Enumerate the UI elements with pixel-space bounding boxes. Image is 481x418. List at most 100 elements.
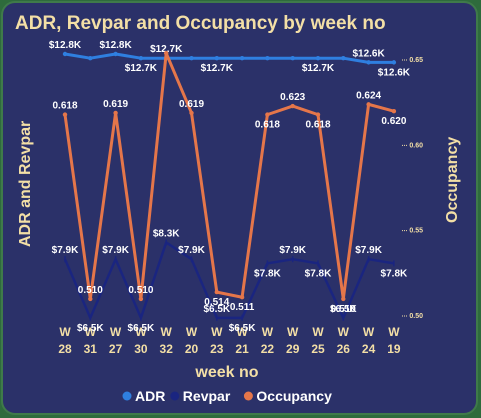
data-label-revpar: $7.8K bbox=[254, 268, 281, 279]
data-label-occupancy: 0.510 bbox=[331, 304, 356, 315]
data-label-revpar: $7.8K bbox=[381, 268, 408, 279]
data-label-revpar: $8.3K bbox=[153, 228, 180, 239]
x-tick-label: 31 bbox=[84, 342, 98, 356]
data-label-occupancy: 0.510 bbox=[128, 285, 153, 296]
data-label-occupancy: 0.624 bbox=[356, 90, 381, 101]
data-point-occupancy bbox=[138, 296, 144, 302]
legend-label-revpar: Revpar bbox=[183, 388, 231, 404]
data-label-revpar: $7.9K bbox=[355, 245, 382, 256]
x-tick-label: W bbox=[312, 325, 324, 339]
x-tick-label: 22 bbox=[261, 342, 275, 356]
data-label-occupancy: 0.619 bbox=[103, 99, 128, 110]
x-tick-label: W bbox=[85, 325, 97, 339]
data-label-occupancy: 0.514 bbox=[204, 297, 229, 308]
x-tick-label: W bbox=[161, 325, 173, 339]
data-label-occupancy: 0.618 bbox=[255, 120, 280, 131]
data-label-revpar: $6.5K bbox=[128, 323, 155, 334]
chart-area: ADR, Revpar and Occupancy by week no ADR… bbox=[15, 13, 461, 404]
y-right-tick-label: 0.50 bbox=[409, 313, 423, 320]
x-tick-label: 20 bbox=[185, 342, 199, 356]
x-tick-label: 27 bbox=[109, 342, 123, 356]
data-label-revpar: $6.5K bbox=[229, 323, 256, 334]
data-point-occupancy bbox=[315, 112, 321, 117]
legend-label-occupancy: Occupancy bbox=[256, 388, 332, 404]
data-label-adr: $12.7K bbox=[150, 44, 183, 55]
x-tick-label: W bbox=[135, 325, 147, 339]
data-label-adr: $12.6K bbox=[352, 48, 385, 59]
data-point-occupancy bbox=[239, 295, 245, 300]
series-line-adr bbox=[64, 52, 394, 64]
data-point-occupancy bbox=[341, 296, 346, 302]
x-tick-label: 23 bbox=[210, 342, 224, 356]
data-label-revpar: $7.9K bbox=[279, 245, 306, 256]
data-label-revpar: $7.9K bbox=[52, 245, 79, 256]
x-tick-label: W bbox=[236, 325, 248, 339]
x-tick-label: 19 bbox=[387, 342, 401, 356]
chart-title: ADR, Revpar and Occupancy by week no bbox=[15, 13, 386, 34]
data-point-adr bbox=[265, 55, 270, 61]
data-point-adr bbox=[366, 60, 371, 65]
data-point-adr bbox=[138, 55, 144, 61]
legend-label-adr: ADR bbox=[135, 388, 165, 404]
data-label-occupancy: 0.510 bbox=[78, 285, 103, 296]
data-label-revpar: $7.8K bbox=[305, 268, 332, 279]
x-tick-label: W bbox=[338, 325, 350, 339]
x-tick-label: 28 bbox=[58, 342, 72, 356]
data-label-adr: $12.8K bbox=[99, 40, 132, 51]
x-tick-label: 29 bbox=[286, 342, 300, 356]
data-point-occupancy bbox=[62, 112, 68, 117]
x-tick-label: W bbox=[59, 325, 71, 339]
data-label-occupancy: 0.618 bbox=[305, 120, 330, 131]
data-point-occupancy bbox=[113, 110, 118, 116]
data-point-adr bbox=[113, 51, 118, 57]
data-label-adr: $12.8K bbox=[49, 40, 82, 51]
chart-marks: 0.65 0.60 0.55 0.50 W 28 W 31 W 27 W 30 W 32 W 20 W 23 W 21… bbox=[49, 40, 423, 356]
x-tick-label: 24 bbox=[362, 342, 376, 356]
data-point-adr bbox=[315, 55, 321, 61]
data-point-adr bbox=[88, 55, 93, 61]
data-label-revpar: $7.9K bbox=[102, 245, 129, 256]
data-point-occupancy bbox=[391, 109, 397, 114]
data-point-occupancy bbox=[265, 112, 270, 117]
data-label-adr: $12.6K bbox=[378, 67, 411, 78]
x-tick-label: 30 bbox=[134, 342, 148, 356]
x-tick-label: W bbox=[262, 325, 274, 339]
data-point-occupancy bbox=[290, 103, 295, 109]
x-tick-label: W bbox=[363, 325, 375, 339]
legend-marker-revpar bbox=[170, 391, 180, 401]
data-label-revpar: $6.5K bbox=[203, 304, 230, 315]
data-point-occupancy bbox=[366, 102, 371, 107]
x-tick-label: 32 bbox=[160, 342, 174, 356]
data-point-occupancy bbox=[214, 289, 219, 295]
series-line-revpar bbox=[63, 241, 395, 320]
y-axis-right-title: Occupancy bbox=[444, 137, 461, 223]
legend: ADR Revpar Occupancy bbox=[122, 388, 332, 404]
data-label-adr: $12.7K bbox=[302, 63, 335, 74]
data-point-adr bbox=[290, 55, 295, 61]
x-tick-label: W bbox=[388, 325, 400, 339]
data-point-occupancy bbox=[189, 110, 194, 116]
data-point-occupancy bbox=[88, 296, 93, 302]
x-tick-label: W bbox=[287, 325, 299, 339]
y-right-tick-label: 0.60 bbox=[409, 142, 423, 149]
data-label-occupancy: 0.511 bbox=[230, 302, 255, 313]
data-label-adr: $12.7K bbox=[201, 63, 234, 74]
data-label-adr: $12.7K bbox=[125, 63, 158, 74]
data-label-occupancy: 0.623 bbox=[280, 92, 305, 103]
y-axis-left-title: ADR and Revpar bbox=[17, 121, 34, 247]
x-tick-label: W bbox=[211, 325, 223, 339]
series-line-occupancy bbox=[63, 51, 395, 301]
data-label-revpar: $7.9K bbox=[178, 245, 205, 256]
data-point-adr bbox=[239, 55, 245, 61]
data-point-adr bbox=[214, 55, 219, 61]
data-point-adr bbox=[341, 55, 346, 61]
x-tick-label: W bbox=[186, 325, 198, 339]
legend-marker-adr bbox=[122, 391, 132, 401]
data-point-adr bbox=[189, 55, 194, 61]
x-tick-label: W bbox=[110, 325, 122, 339]
x-axis-title: week no bbox=[194, 364, 258, 381]
x-tick-label: 26 bbox=[337, 342, 351, 356]
data-label-revpar: $6.5K bbox=[330, 304, 357, 315]
y-right-tick-label: 0.65 bbox=[409, 57, 423, 64]
